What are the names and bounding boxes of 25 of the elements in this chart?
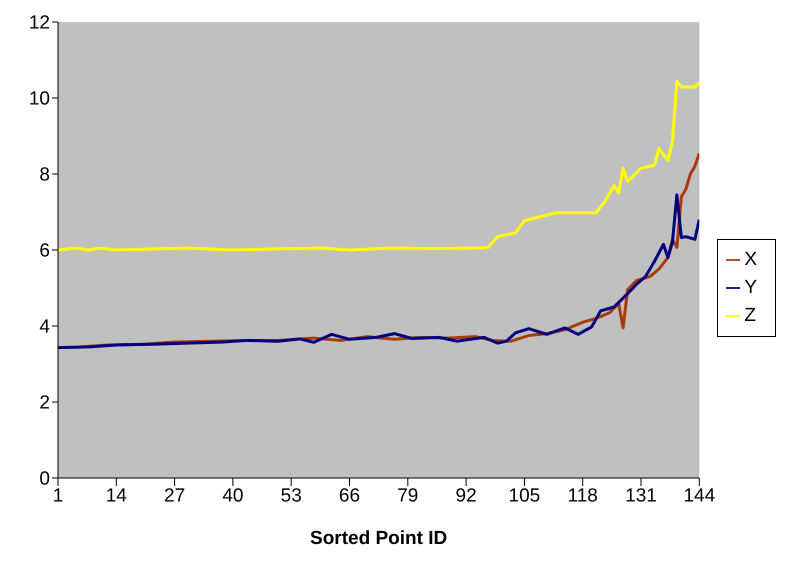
y-tick-label: 10 <box>28 88 50 110</box>
x-axis-title: Sorted Point ID <box>310 528 448 549</box>
x-tick-label: 40 <box>222 485 244 506</box>
x-tick-label: 53 <box>280 485 302 506</box>
legend-label: Z <box>744 305 756 326</box>
legend-label: X <box>744 249 757 270</box>
y-tick-label: 2 <box>39 392 50 414</box>
legend-label: Y <box>744 277 757 298</box>
y-tick-label: 0 <box>39 468 50 490</box>
x-tick-label: 14 <box>106 485 128 506</box>
y-tick-label: 8 <box>39 164 50 186</box>
x-tick-label: 27 <box>164 485 186 506</box>
x-tick-label: 92 <box>456 485 477 506</box>
x-tick-label: 105 <box>508 485 540 506</box>
x-tick-label: 144 <box>683 485 716 506</box>
x-tick-label: 131 <box>625 485 657 506</box>
x-tick-label: 118 <box>568 485 598 506</box>
x-tick-label: 79 <box>397 485 418 506</box>
x-tick-label: 66 <box>338 485 360 506</box>
y-tick-label: 6 <box>39 240 50 262</box>
x-tick-label: 1 <box>52 485 64 506</box>
line-series <box>58 193 700 350</box>
y-tick-label: 4 <box>39 316 50 338</box>
y-tick-label: 12 <box>28 12 50 34</box>
line-series <box>58 80 700 252</box>
